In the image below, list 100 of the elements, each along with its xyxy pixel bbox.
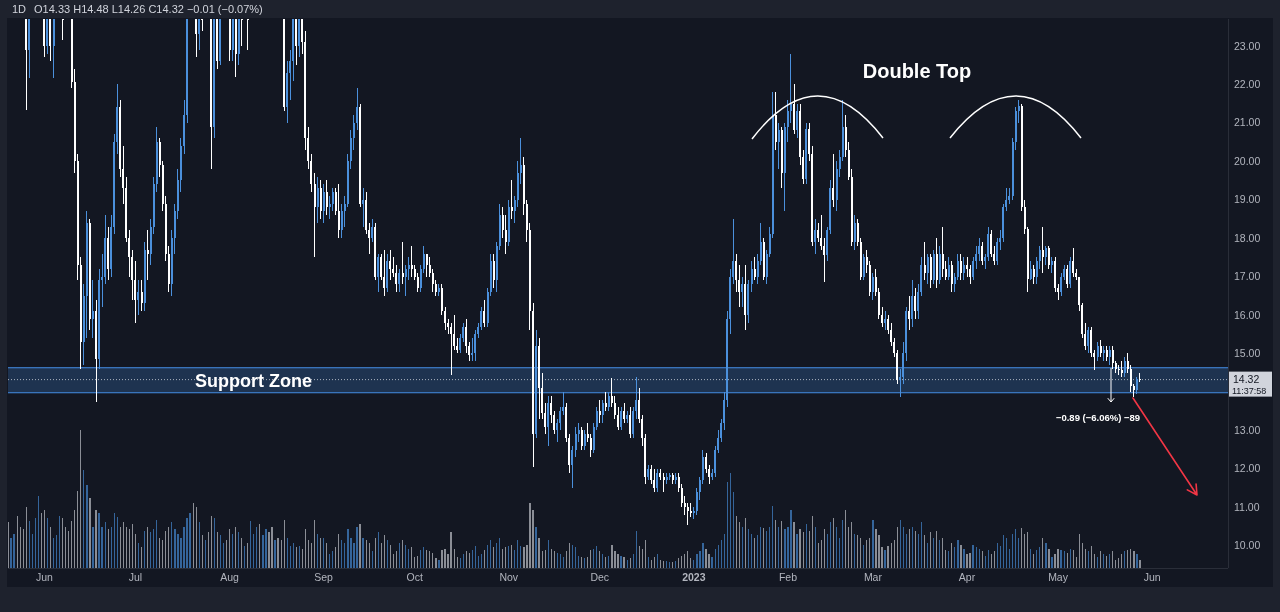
candlestick [598,399,601,424]
x-tick-label: Oct [406,571,423,583]
candlestick [61,19,64,41]
candlestick [1087,326,1090,354]
candlestick [337,183,340,239]
candlestick [547,395,550,447]
candlestick [962,256,965,281]
x-tick-label: 2023 [682,571,706,583]
candlestick [1069,256,1072,289]
candlestick [471,337,474,362]
annotation: Double Top [862,60,972,82]
candlestick [398,268,401,293]
candlestick [1072,247,1075,278]
y-tick-label: 21.00 [1234,116,1261,129]
y-tick-label: 16.00 [1234,308,1261,321]
candlestick [437,283,440,297]
candlestick [580,426,583,451]
candlestick [996,237,999,266]
candlestick [908,295,911,331]
candlestick [947,256,950,281]
chart-subtitle: O14.33 H14.48 L14.26 C14.32 −0.01 (−0.07%) [34,3,263,15]
x-tick-label: Sep [314,571,334,583]
candlestick [686,502,689,526]
y-tick-label: 20.00 [1234,154,1261,167]
candlestick [741,276,744,308]
candlestick [817,222,820,243]
candlestick [410,245,413,278]
candlestick [407,256,410,281]
candlestick [941,226,944,278]
candlestick [1029,260,1032,281]
candlestick [316,176,319,224]
candlestick [777,122,780,170]
y-tick-label: 18.00 [1234,231,1261,244]
candlestick [929,253,932,289]
candlestick [1111,345,1114,370]
candlestick [793,83,796,135]
candlestick [91,279,94,339]
x-tick-label: Jul [128,571,143,583]
y-tick-label: 15.00 [1234,347,1261,360]
band-label: Support Zone [195,370,312,391]
candlestick [689,502,692,518]
candlestick [911,279,914,328]
candlestick [571,445,574,489]
candlestick [1138,372,1141,383]
candlestick [1044,245,1047,266]
y-tick-label: 19.00 [1234,193,1261,206]
candlestick [389,249,392,281]
candlestick [914,287,917,320]
candlestick [1096,341,1099,362]
candlestick [950,260,953,293]
y-tick-label: 22.00 [1234,77,1261,90]
candlestick [959,253,962,281]
candlestick [201,19,204,32]
candlestick [1066,264,1069,289]
chart-title: 1D [12,3,27,15]
ref-line-label: 14.32 [1233,373,1260,386]
candlestick [416,272,419,293]
candlestick [146,229,149,281]
candlestick [753,256,756,281]
y-tick-label: 10.00 [1234,539,1261,552]
candlestick [431,268,434,293]
x-tick-label: Feb [778,571,798,583]
candlestick [474,329,477,362]
x-tick-label: Dec [590,571,610,583]
candlestick [322,183,325,224]
candlestick [325,179,328,216]
y-tick-label: 12.00 [1234,462,1261,475]
candlestick [401,241,404,285]
candlestick [862,253,865,281]
candlestick [871,272,874,301]
candlestick [504,214,507,255]
candlestick [331,187,334,212]
candlestick [1041,226,1044,274]
candlestick [884,310,887,331]
candlestick [820,214,823,251]
candlestick [465,318,468,354]
candlestick [750,260,753,293]
candlestick [796,103,799,139]
candlestick [362,187,365,228]
candlestick [492,253,495,289]
candlestick [1032,264,1035,285]
candlestick [832,153,835,208]
candlestick [195,19,198,58]
candlestick [981,241,984,266]
y-tick-label: 17.00 [1234,270,1261,283]
candlestick [926,253,929,285]
y-tick-label: 13.00 [1234,423,1261,436]
candlestick [626,410,629,424]
candlestick [240,19,243,47]
candlestick [583,429,586,451]
candlestick [650,464,653,485]
x-tick-label: Mar [863,571,883,583]
candlestick [319,179,322,220]
candlestick [1047,245,1050,270]
candlestick [735,253,738,293]
x-tick-label: Jun [35,571,54,583]
candlestick [1117,364,1120,376]
candlestick [620,406,623,431]
candlestick [137,279,140,316]
candlestick [589,433,592,458]
